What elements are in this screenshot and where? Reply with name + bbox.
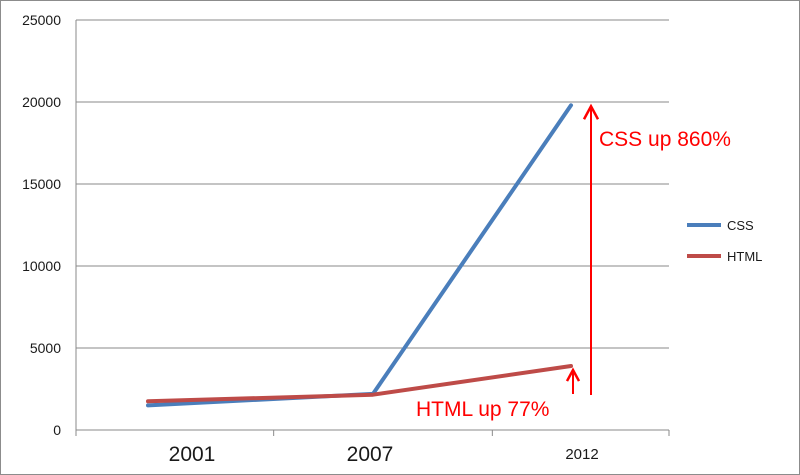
legend: CSS HTML [687,218,762,264]
annotations: CSS up 860% HTML up 77% [416,103,731,421]
series-lines [146,103,573,408]
series-line-html [146,364,573,404]
html-arrow-head [565,367,581,382]
gridlines [76,19,669,349]
y-tick-label: 0 [53,422,61,438]
x-tick-label: 2007 [347,443,394,466]
html-annotation-label: HTML up 77% [416,398,549,421]
y-tick-label: 5000 [30,340,61,356]
x-tick-label: 2001 [169,443,216,466]
y-tick-label: 20000 [22,94,61,110]
y-tick-label: 10000 [22,258,61,274]
x-tick-label: 2012 [565,446,598,463]
axes [75,20,670,436]
css-arrow-head [582,103,600,120]
y-tick-label: 15000 [22,176,61,192]
series-line-css [146,103,573,408]
css-annotation-label: CSS up 860% [599,128,731,151]
y-axis-ticks: 0 5000 10000 15000 20000 25000 [22,12,61,438]
legend-label-html: HTML [727,249,762,264]
y-tick-label: 25000 [22,12,61,28]
x-axis-ticks: 2001 2007 2012 [169,443,599,466]
legend-label-css: CSS [727,218,754,233]
